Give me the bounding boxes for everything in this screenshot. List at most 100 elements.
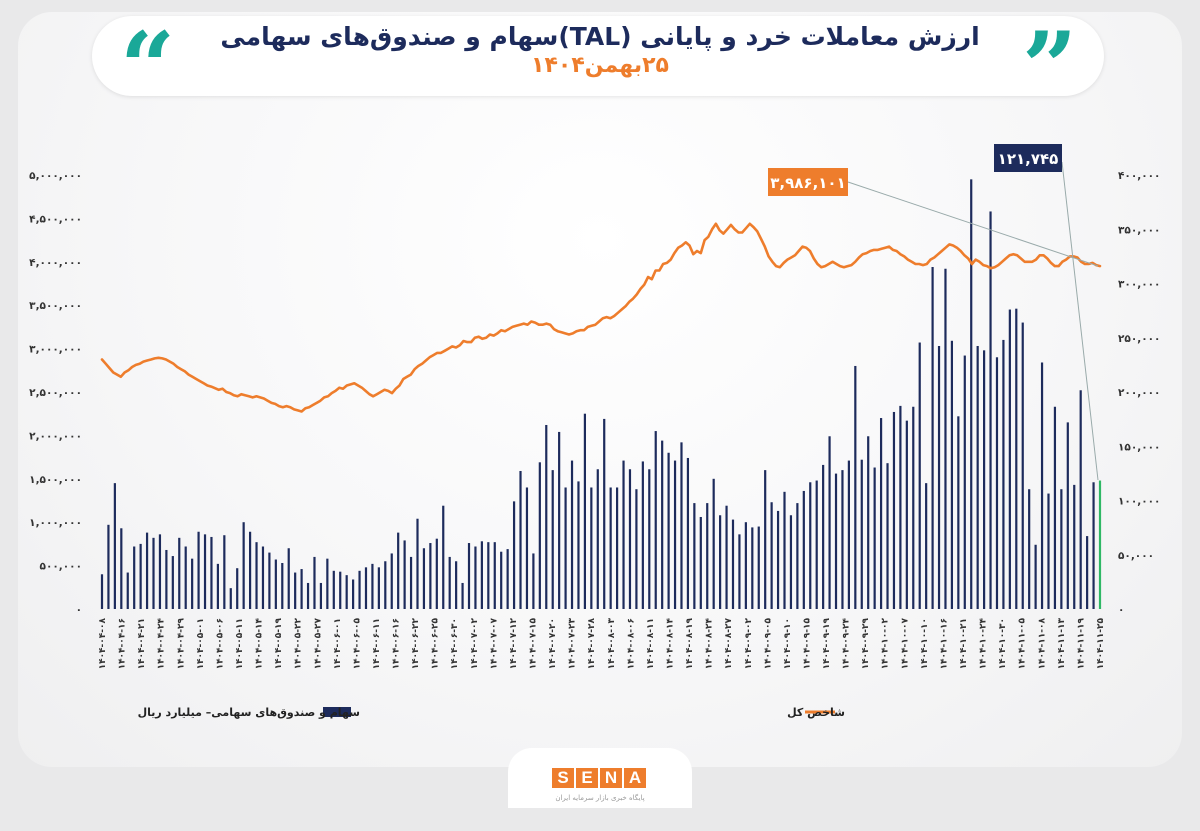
left-axis-tick-label: ۴,۵۰۰,۰۰۰ [29, 213, 82, 225]
bar [107, 524, 110, 609]
bar [171, 556, 174, 609]
right-axis-tick-label: ۲۵۰,۰۰۰ [1118, 333, 1160, 345]
bar [970, 179, 973, 609]
bar [802, 490, 805, 609]
x-axis-tick-label: ۱۴۰۴-۱۰-۲۱ [959, 618, 969, 669]
bar [757, 526, 760, 609]
bar [609, 487, 612, 609]
x-axis-tick-label: ۱۴۰۴-۰۹-۱۵ [802, 617, 812, 669]
quote-close-icon: ” [1022, 11, 1078, 124]
bar [480, 541, 483, 609]
x-axis-tick-label: ۱۴۰۴-۰۶-۰۱ [333, 618, 343, 669]
bar [165, 549, 168, 609]
x-axis-tick-label: ۱۴۰۴-۰۶-۱۱ [372, 618, 382, 669]
bar [770, 502, 773, 609]
bar [912, 406, 915, 609]
bar [397, 532, 400, 609]
bar [474, 546, 477, 609]
bar [545, 424, 548, 609]
bar [229, 588, 232, 609]
bar [364, 567, 368, 609]
x-axis-tick-label: ۱۴۰۴-۰۸-۱۹ [685, 617, 695, 669]
bar [931, 267, 934, 609]
bar [905, 420, 908, 609]
x-axis-tick-label: ۱۴۰۴-۰۵-۰۶ [215, 618, 225, 669]
bar [1066, 422, 1069, 609]
bar [628, 469, 632, 609]
right-axis-tick-label: ۰ [1118, 604, 1124, 616]
x-axis-tick-label: ۱۴۰۴-۰۸-۱۱ [646, 618, 656, 669]
bar [976, 345, 979, 609]
bar [242, 522, 245, 609]
x-axis-tick-label: ۱۴۰۴-۰۹-۱۰ [783, 618, 793, 669]
bar [686, 457, 690, 609]
bar [467, 543, 471, 609]
x-axis-tick-label: ۱۴۰۴-۰۹-۱۹ [822, 617, 832, 669]
bar [712, 478, 715, 609]
bar [191, 558, 194, 609]
logo-letter: N [600, 768, 622, 788]
bar [248, 531, 252, 609]
bar [995, 357, 999, 609]
bar [854, 365, 857, 609]
bar [558, 431, 561, 609]
bar [719, 515, 722, 609]
bar [590, 487, 593, 609]
bar [1098, 480, 1102, 609]
bar [776, 510, 780, 609]
bar [796, 503, 799, 609]
bar [950, 340, 954, 609]
x-axis-tick-label: ۱۴۰۴-۰۸-۰۶ [626, 618, 636, 669]
x-axis-tick-label: ۱۴۰۴-۰۷-۲۳ [568, 617, 578, 669]
bar [139, 543, 142, 609]
x-axis-tick-label: ۱۴۰۴-۱۱-۲۵ [1096, 617, 1106, 669]
bar [339, 571, 342, 609]
x-axis-tick-label: ۱۴۰۴-۰۷-۲۰ [548, 618, 558, 669]
bar [680, 442, 683, 609]
x-axis-tick-label: ۱۴۰۴-۱۰-۲۴ [979, 617, 989, 669]
bar [744, 522, 747, 609]
x-axis-tick-label: ۱۴۰۴-۰۵-۲۷ [313, 617, 323, 669]
chart-date: ۲۵بهمن۱۴۰۴ [531, 53, 669, 78]
left-axis-tick-label: ۰ [76, 604, 82, 616]
x-axis-tick-label: ۱۴۰۴-۱۱-۰۸ [1037, 617, 1047, 669]
bar [358, 570, 361, 609]
logo-letter: E [576, 768, 598, 788]
bar [886, 463, 889, 609]
bar [133, 546, 136, 609]
x-axis-tick-label: ۱۴۰۴-۰۹-۲۴ [842, 617, 852, 669]
x-axis-tick-label: ۱۴۰۴-۰۶-۱۶ [392, 618, 402, 669]
bar [693, 503, 696, 609]
bar [1079, 390, 1082, 609]
left-axis-tick-label: ۲,۵۰۰,۰۰۰ [29, 387, 82, 399]
bar [223, 535, 226, 609]
bar [236, 568, 239, 609]
bar [815, 480, 818, 609]
bar [1034, 544, 1037, 609]
bar [641, 461, 644, 609]
right-axis-tick-label: ۲۰۰,۰۰۰ [1118, 387, 1160, 399]
bar [113, 483, 116, 609]
bar [519, 470, 522, 609]
left-axis-tick-label: ۵,۰۰۰,۰۰۰ [29, 170, 82, 182]
bar [699, 516, 702, 609]
x-axis-tick-label: ۱۴۰۴-۱۰-۱۶ [939, 618, 949, 669]
bar [596, 469, 599, 609]
bar [667, 452, 670, 609]
bar [834, 473, 838, 609]
x-axis-tick-label: ۱۴۰۴-۰۴-۲۱ [137, 618, 147, 669]
x-axis-tick-label: ۱۴۰۴-۱۰-۱۰ [920, 618, 930, 669]
x-axis-tick-label: ۱۴۰۴-۰۸-۰۳ [607, 617, 617, 669]
legend-bars-swatch [323, 707, 351, 717]
peak-value-callout: ۳,۹۸۶,۱۰۱ [770, 174, 845, 192]
right-axis-tick-label: ۱۰۰,۰۰۰ [1118, 496, 1160, 508]
logo-tagline: پایگاه خبری بازار سرمایه ایران [555, 794, 645, 802]
bar [197, 531, 200, 609]
bar [281, 562, 284, 609]
x-axis-tick-label: ۱۴۰۴-۰۴-۲۴ [157, 617, 167, 669]
bar [145, 532, 149, 609]
bar [1053, 406, 1057, 609]
x-axis-tick-label: ۱۴۰۴-۰۵-۲۲ [294, 617, 304, 669]
